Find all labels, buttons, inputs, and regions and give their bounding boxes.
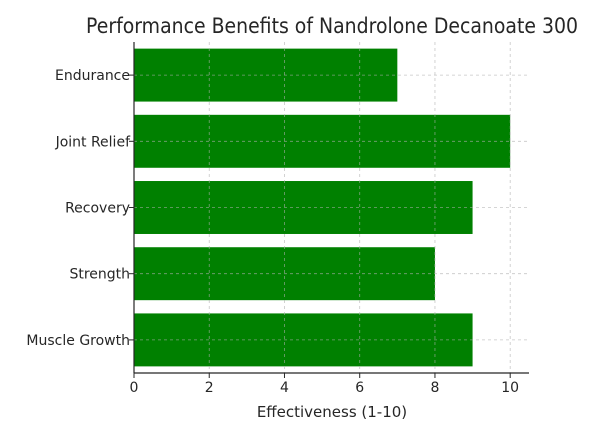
x-axis-label: Effectiveness (1-10)	[257, 403, 407, 421]
x-tick-label: 8	[430, 380, 439, 396]
x-tick-label: 2	[205, 380, 214, 396]
x-tick-label: 4	[280, 380, 289, 396]
y-tick-label: Recovery	[65, 201, 130, 217]
y-tick-label: Muscle Growth	[26, 333, 130, 349]
y-tick-label: Endurance	[55, 68, 130, 84]
x-tick-label: 6	[355, 380, 364, 396]
y-tick-label: Joint Relief	[55, 134, 132, 150]
x-tick-label: 10	[501, 380, 519, 396]
chart-title: Performance Benefits of Nandrolone Decan…	[86, 14, 578, 38]
x-tick-label: 0	[130, 380, 139, 396]
y-tick-label: Strength	[69, 267, 130, 283]
